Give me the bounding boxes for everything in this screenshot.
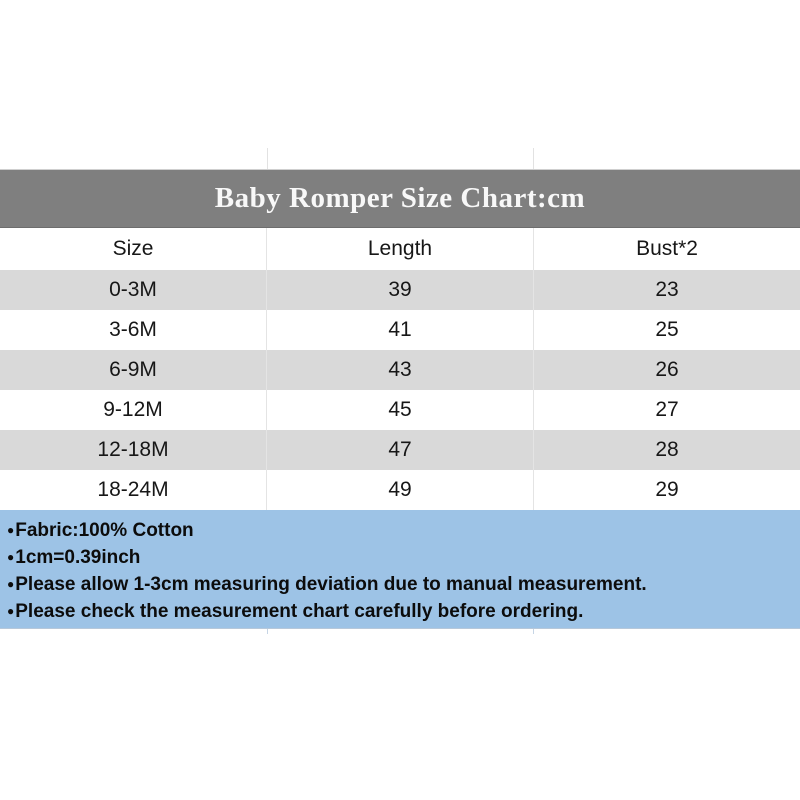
table-row: 6-9M 43 26: [0, 350, 800, 390]
cell-bust: 25: [533, 310, 800, 350]
cell-size: 0-3M: [109, 278, 157, 301]
table-row: 3-6M 41 25: [0, 310, 800, 350]
table-header-row: Size Length Bust*2: [0, 228, 800, 270]
size-table: Size Length Bust*2 0-3M 39 23 3-6M 41 25…: [0, 228, 800, 510]
bullet-icon: ●: [7, 523, 15, 537]
note-text: Please allow 1-3cm measuring deviation d…: [15, 574, 647, 595]
cell-bust: 28: [533, 430, 800, 470]
column-header-size: Size: [112, 237, 154, 260]
table-row: 18-24M 49 29: [0, 470, 800, 510]
bullet-icon: ●: [7, 577, 15, 591]
cell-length: 39: [266, 270, 533, 310]
cell-bust: 23: [533, 270, 800, 310]
notes-panel: ●Fabric:100% Cotton ●1cm=0.39inch ●Pleas…: [0, 510, 800, 629]
grid-tick: [267, 148, 268, 169]
table-row: 12-18M 47 28: [0, 430, 800, 470]
note-text: Fabric:100% Cotton: [15, 520, 194, 541]
grid-tick: [267, 629, 268, 634]
column-header-length: Length: [266, 228, 533, 270]
bullet-icon: ●: [7, 550, 15, 564]
chart-title: Baby Romper Size Chart:cm: [214, 182, 586, 214]
cell-size: 9-12M: [103, 398, 163, 421]
chart-title-band: Baby Romper Size Chart:cm: [0, 169, 800, 228]
note-line: ●Please check the measurement chart care…: [7, 598, 790, 625]
cell-size: 12-18M: [97, 438, 169, 461]
note-line: ●Fabric:100% Cotton: [7, 517, 790, 544]
cell-size: 6-9M: [109, 358, 157, 381]
grid-tick: [533, 629, 534, 634]
column-header-bust: Bust*2: [533, 228, 800, 270]
note-text: Please check the measurement chart caref…: [15, 601, 584, 622]
cell-bust: 26: [533, 350, 800, 390]
cell-length: 43: [266, 350, 533, 390]
cell-length: 47: [266, 430, 533, 470]
cell-length: 45: [266, 390, 533, 430]
cell-size: 18-24M: [97, 478, 169, 501]
note-text: 1cm=0.39inch: [15, 547, 141, 568]
cell-size: 3-6M: [109, 318, 157, 341]
table-row: 9-12M 45 27: [0, 390, 800, 430]
cell-bust: 29: [533, 470, 800, 510]
table-row: 0-3M 39 23: [0, 270, 800, 310]
note-line: ●Please allow 1-3cm measuring deviation …: [7, 571, 790, 598]
note-line: ●1cm=0.39inch: [7, 544, 790, 571]
cell-bust: 27: [533, 390, 800, 430]
grid-tick: [533, 148, 534, 169]
cell-length: 49: [266, 470, 533, 510]
bullet-icon: ●: [7, 604, 15, 618]
cell-length: 41: [266, 310, 533, 350]
